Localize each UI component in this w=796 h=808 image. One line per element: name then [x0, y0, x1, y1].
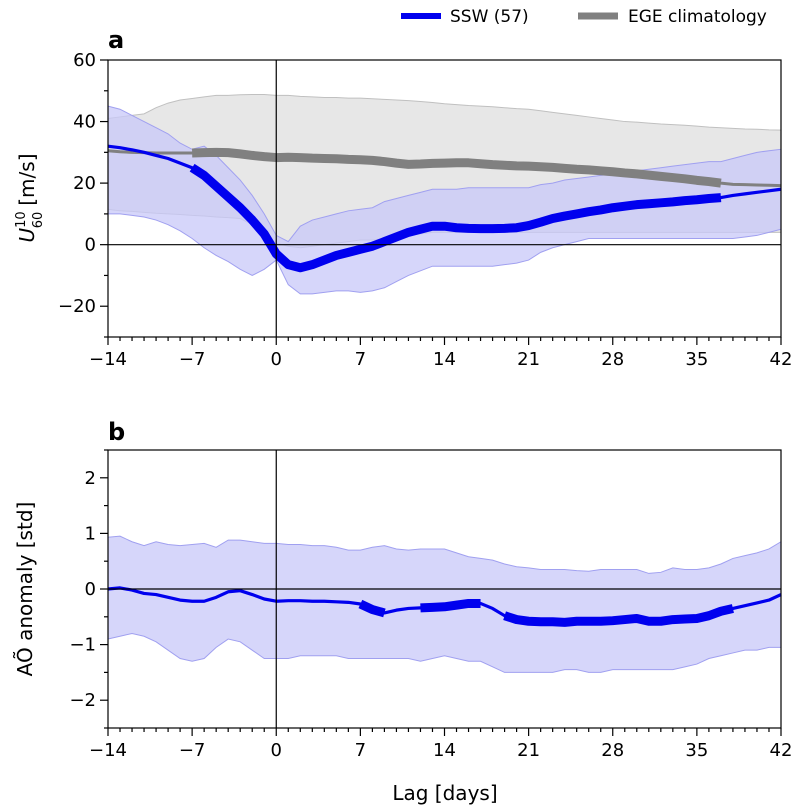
panel-b: b −14 −7 0 7 14 21 28 35 42 −2 −1 0 1 2 AÕ anomaly [s…	[13, 418, 792, 761]
x-tick-label-pa: 35	[685, 349, 708, 370]
legend-label-ssw: SSW (57)	[450, 7, 529, 27]
x-tick-label-pb: −7	[179, 740, 206, 761]
panel-a-bands	[107, 93, 782, 295]
panel-a-ticks: −14 −7 0 7 14 21 28 35 42 −20 0 20 40 60	[58, 50, 792, 370]
panel-b-lines	[107, 586, 782, 627]
panel-a-ylabel-main: U	[15, 227, 39, 242]
panel-b-ticks: −14 −7 0 7 14 21 28 35 42 −2 −1 0 1 2	[69, 449, 793, 761]
x-tick-label-pb: 28	[601, 740, 624, 761]
y-tick-label-pa: 40	[73, 112, 96, 133]
panel-a-lines	[107, 144, 782, 273]
x-tick-label-pb: 42	[770, 740, 793, 761]
x-tick-label-pb: 21	[517, 740, 540, 761]
panel-b-ylabel: AÕ anomaly [std]	[13, 502, 37, 677]
y-tick-label-pa: 60	[73, 50, 96, 71]
y-tick-label-pa: 20	[73, 173, 96, 194]
panel-b-reference-lines	[108, 450, 781, 728]
x-tick-label-pb: −14	[89, 740, 127, 761]
ssw-significant-segment-pb-1	[420, 598, 481, 613]
x-tick-label-pa: 14	[433, 349, 456, 370]
y-tick-label-pa: −20	[58, 296, 96, 317]
y-tick-label-pa: 0	[85, 235, 96, 256]
x-tick-label-pa: 21	[517, 349, 540, 370]
panel-a-reference-lines	[108, 60, 781, 337]
x-tick-label-pb: 7	[355, 740, 366, 761]
x-axis-label: Lag [days]	[392, 781, 497, 805]
legend: SSW (57) EGE climatology	[401, 7, 767, 27]
x-tick-label-pa: 7	[355, 349, 366, 370]
ssw-significant-segment-pa-0	[189, 163, 722, 273]
x-tick-label-pa: 28	[601, 349, 624, 370]
panel-a-ylabel: U10 60 [m/s]	[14, 154, 46, 243]
panel-a-letter: a	[108, 26, 124, 54]
y-tick-label-pb: −2	[69, 690, 96, 711]
panel-b-letter: b	[108, 418, 125, 446]
x-tick-label-pb: 0	[271, 740, 282, 761]
x-tick-label-pa: −14	[89, 349, 127, 370]
x-tick-label-pb: 14	[433, 740, 456, 761]
legend-label-ege: EGE climatology	[628, 7, 767, 27]
x-tick-label-pa: 0	[271, 349, 282, 370]
x-tick-label-pb: 35	[685, 740, 708, 761]
x-tick-label-pa: 42	[770, 349, 793, 370]
y-tick-label-pb: −1	[69, 635, 96, 656]
x-tick-label-pa: −7	[179, 349, 206, 370]
ssw-significant-segment-pb-2	[503, 604, 734, 627]
y-tick-label-pb: 0	[85, 579, 96, 600]
y-tick-label-pb: 2	[85, 468, 96, 489]
panel-a-ylabel-unit: [m/s]	[15, 154, 39, 206]
ege-significant-segment-pa-0	[192, 147, 722, 188]
panel-a-ylabel-sub: 60	[31, 212, 46, 229]
panel-a-ylabel-sup: 10	[14, 211, 29, 228]
ssw-significant-segment-pb-0	[358, 599, 386, 618]
y-tick-label-pb: 1	[85, 523, 96, 544]
